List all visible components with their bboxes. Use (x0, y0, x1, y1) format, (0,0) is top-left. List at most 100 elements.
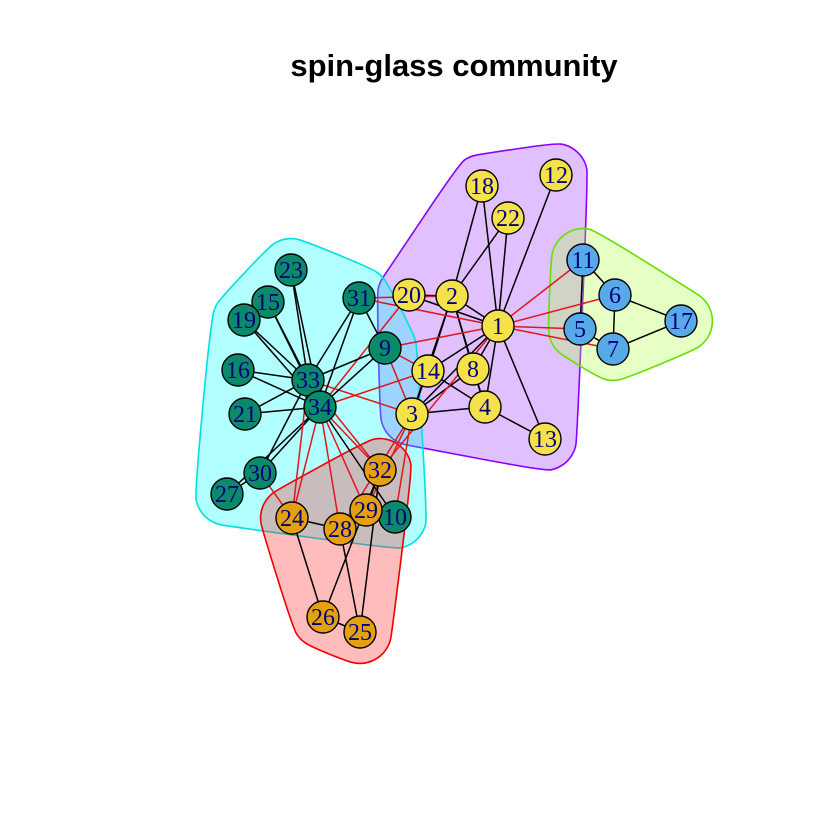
node-circle (664, 304, 698, 338)
node-26: 26 (306, 600, 340, 634)
node-circle (395, 397, 429, 431)
node-label: 10 (383, 505, 407, 531)
node-label: 8 (467, 357, 479, 383)
node-29: 29 (349, 493, 383, 527)
node-23: 23 (274, 253, 308, 287)
edge-1-13 (497, 325, 546, 440)
node-circle (275, 501, 309, 535)
node-circle (392, 278, 426, 312)
edge-31-34 (319, 297, 360, 408)
node-label: 34 (308, 395, 332, 421)
edge-30-33 (259, 379, 309, 474)
edge-1-6 (497, 294, 616, 327)
edge-1-9 (384, 325, 499, 349)
node-label: 27 (215, 482, 239, 508)
node-circle (468, 390, 502, 424)
node-circle (303, 390, 337, 424)
node-label: 29 (354, 498, 378, 524)
node-label: 30 (248, 461, 272, 487)
edge-28-34 (319, 406, 341, 530)
node-11: 11 (566, 243, 600, 277)
edge-1-12 (497, 174, 557, 327)
node-15: 15 (251, 285, 285, 319)
node-label: 18 (470, 174, 494, 200)
node-24: 24 (275, 501, 309, 535)
node-circle (210, 477, 244, 511)
edge-24-34 (291, 406, 321, 519)
node-label: 32 (368, 458, 392, 484)
node-label: 13 (533, 427, 557, 453)
edge-1-11 (497, 259, 584, 327)
edge-25-32 (359, 469, 381, 633)
node-circle (411, 354, 445, 388)
node-circle (342, 281, 376, 315)
node-18: 18 (465, 169, 499, 203)
node-1: 1 (481, 309, 515, 343)
node-label: 22 (496, 206, 520, 232)
node-circle (349, 493, 383, 527)
node-label: 14 (416, 359, 440, 385)
node-label: 20 (397, 283, 421, 309)
node-label: 6 (609, 283, 621, 309)
node-label: 28 (328, 517, 352, 543)
node-32: 32 (363, 453, 397, 487)
node-6: 6 (598, 278, 632, 312)
node-circle (274, 253, 308, 287)
node-33: 33 (291, 363, 325, 397)
node-label: 16 (226, 358, 250, 384)
node-label: 26 (311, 605, 335, 631)
edge-1-31 (358, 297, 499, 327)
node-circle (598, 278, 632, 312)
node-label: 17 (669, 309, 693, 335)
node-circle (528, 422, 562, 456)
node-circle (221, 353, 255, 387)
node-13: 13 (528, 422, 562, 456)
node-2: 2 (435, 279, 469, 313)
edge-3-10 (394, 413, 413, 518)
node-20: 20 (392, 278, 426, 312)
edge-23-33 (290, 269, 309, 381)
node-16: 16 (221, 353, 255, 387)
node-label: 21 (233, 402, 257, 428)
edge-2-18 (451, 185, 483, 297)
node-27: 27 (210, 477, 244, 511)
node-22: 22 (491, 201, 525, 235)
node-4: 4 (468, 390, 502, 424)
node-label: 5 (574, 317, 586, 343)
node-label: 3 (406, 402, 418, 428)
node-31: 31 (342, 281, 376, 315)
node-label: 7 (607, 337, 619, 363)
node-circle (563, 312, 597, 346)
node-label: 19 (232, 308, 256, 334)
edge-20-34 (319, 294, 410, 408)
node-label: 12 (544, 163, 568, 189)
node-circle (323, 512, 357, 546)
node-circle (596, 332, 630, 366)
node-label: 24 (280, 506, 304, 532)
graph-nodes: 123 4567891011121314151617181920212223242… (210, 158, 698, 649)
node-circle (243, 456, 277, 490)
edge-27-34 (226, 406, 321, 495)
node-28: 28 (323, 512, 357, 546)
edge-1-3 (411, 325, 499, 415)
node-label: 15 (256, 290, 280, 316)
edge-14-34 (319, 370, 429, 408)
edge-24-26 (291, 517, 324, 618)
node-label: 4 (479, 395, 491, 421)
edge-29-34 (319, 406, 367, 511)
node-label: 33 (296, 368, 320, 394)
edge-1-22 (497, 217, 509, 327)
node-label: 11 (571, 248, 594, 274)
node-circle (343, 615, 377, 649)
node-circle (306, 600, 340, 634)
node-circle (368, 331, 402, 365)
node-circle (456, 352, 490, 386)
node-12: 12 (539, 158, 573, 192)
node-label: 25 (348, 620, 372, 646)
node-19: 19 (227, 303, 261, 337)
node-14: 14 (411, 354, 445, 388)
node-circle (363, 453, 397, 487)
node-label: 31 (347, 286, 371, 312)
node-30: 30 (243, 456, 277, 490)
